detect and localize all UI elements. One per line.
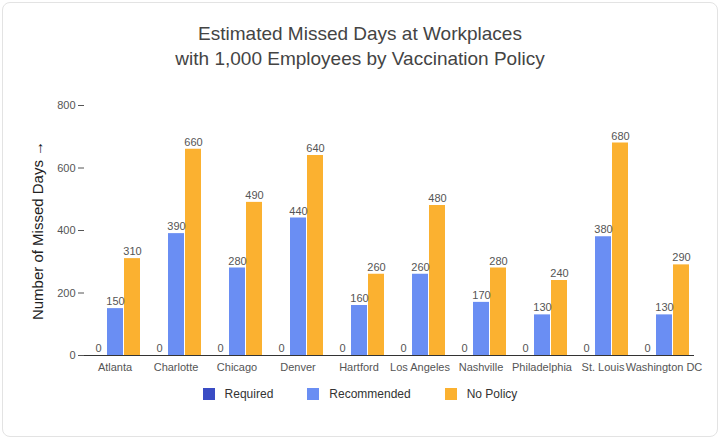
svg-text:0: 0	[400, 342, 406, 354]
svg-text:0: 0	[461, 342, 467, 354]
svg-text:Charlotte: Charlotte	[154, 361, 199, 373]
svg-text:280: 280	[228, 255, 246, 267]
svg-text:Hartford: Hartford	[339, 361, 379, 373]
svg-text:380: 380	[594, 223, 612, 235]
svg-text:130: 130	[533, 301, 551, 313]
html-text:Required: Required	[224, 387, 274, 401]
html-text:No Policy: No Policy	[466, 387, 518, 401]
svg-text:0: 0	[644, 342, 650, 354]
svg-text:0: 0	[339, 342, 345, 354]
svg-text:290: 290	[672, 251, 690, 263]
html-text:Recommended: Recommended	[329, 387, 411, 401]
svg-text:Denver: Denver	[280, 361, 316, 373]
svg-text:280: 280	[489, 255, 507, 267]
svg-text:150: 150	[106, 295, 124, 307]
svg-text:400: 400	[57, 224, 75, 236]
svg-text:Atlanta: Atlanta	[98, 361, 133, 373]
svg-text:0: 0	[69, 349, 75, 361]
svg-text:390: 390	[167, 220, 185, 232]
svg-text:0: 0	[278, 342, 284, 354]
svg-text:680: 680	[611, 130, 629, 142]
svg-text:160: 160	[350, 292, 368, 304]
svg-text:Number of Missed Days →: Number of Missed Days →	[29, 141, 46, 320]
svg-text:260: 260	[367, 261, 385, 273]
svg-text:480: 480	[428, 192, 446, 204]
html-text:Estimated Missed Days at Workp: Estimated Missed Days at Workplaces with…	[175, 23, 545, 69]
svg-text:St. Louis: St. Louis	[582, 361, 625, 373]
svg-text:600: 600	[57, 162, 75, 174]
svg-text:0: 0	[217, 342, 223, 354]
svg-text:260: 260	[411, 261, 429, 273]
svg-text:440: 440	[289, 205, 307, 217]
svg-text:0: 0	[156, 342, 162, 354]
svg-text:Washington DC: Washington DC	[626, 361, 703, 373]
svg-text:Chicago: Chicago	[217, 361, 257, 373]
svg-text:240: 240	[550, 267, 568, 279]
svg-text:Philadelphia: Philadelphia	[512, 361, 573, 373]
svg-text:200: 200	[57, 287, 75, 299]
svg-text:0: 0	[95, 342, 101, 354]
svg-text:640: 640	[306, 142, 324, 154]
svg-text:0: 0	[522, 342, 528, 354]
svg-text:Los Angeles: Los Angeles	[390, 361, 450, 373]
svg-text:800: 800	[57, 99, 75, 111]
svg-text:660: 660	[184, 136, 202, 148]
svg-text:Nashville: Nashville	[459, 361, 504, 373]
svg-text:170: 170	[472, 289, 490, 301]
svg-text:490: 490	[245, 189, 263, 201]
svg-text:310: 310	[123, 245, 141, 257]
svg-text:0: 0	[583, 342, 589, 354]
svg-text:130: 130	[655, 301, 673, 313]
